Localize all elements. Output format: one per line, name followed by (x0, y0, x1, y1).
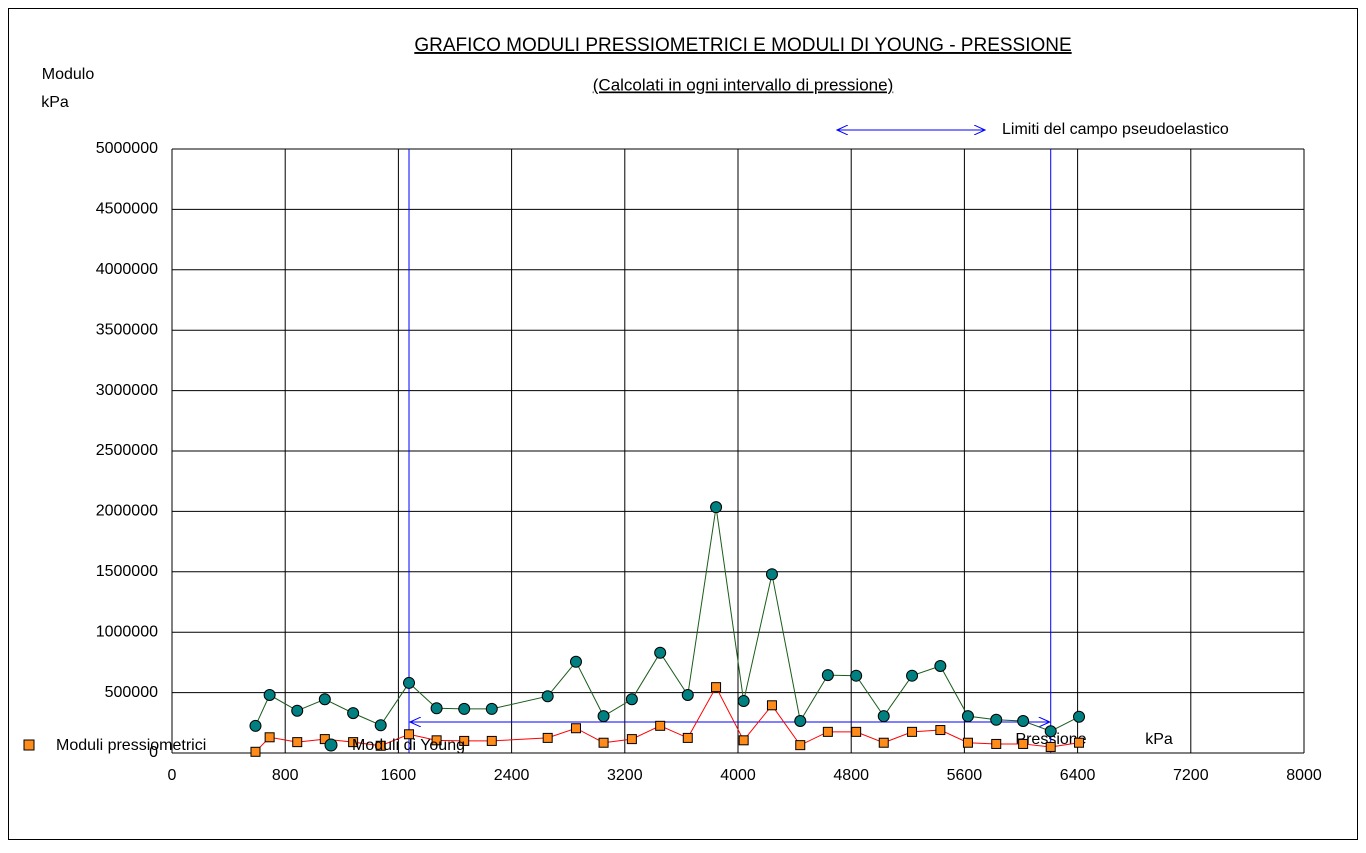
data-point (570, 723, 581, 734)
data-point (625, 693, 638, 706)
data-point (682, 732, 693, 743)
data-point (654, 646, 667, 659)
data-point (541, 690, 554, 703)
data-point (1017, 714, 1030, 727)
data-point (431, 735, 442, 746)
data-point (961, 710, 974, 723)
chart-title: GRAFICO MODULI PRESSIOMETRICI E MODULI D… (414, 35, 1071, 56)
data-point (1018, 738, 1029, 749)
limit-label: Limiti del campo pseudoelastico (1002, 121, 1229, 138)
x-tick-label: 6400 (1060, 767, 1096, 784)
data-point (737, 695, 750, 708)
data-point (822, 726, 833, 737)
data-point (263, 689, 276, 702)
y-tick-label: 1500000 (96, 563, 158, 580)
data-point (962, 737, 973, 748)
data-point (291, 704, 304, 717)
data-point (375, 740, 386, 751)
y-tick-label: 0 (149, 744, 158, 761)
data-point (877, 710, 890, 723)
data-point (710, 501, 723, 514)
data-point (626, 734, 637, 745)
y-tick-label: 5000000 (96, 140, 158, 157)
data-point (347, 707, 360, 720)
data-point (264, 732, 275, 743)
data-point (990, 713, 1003, 726)
data-point (991, 738, 1002, 749)
x-tick-label: 2400 (494, 767, 530, 784)
data-point (738, 735, 749, 746)
data-point (292, 737, 303, 748)
data-point (934, 660, 947, 673)
data-point (374, 719, 387, 732)
data-point (458, 702, 471, 715)
data-point (821, 669, 834, 682)
data-point (430, 702, 443, 715)
data-point (681, 689, 694, 702)
x-axis-unit: kPa (1145, 731, 1173, 748)
data-point (766, 700, 777, 711)
x-tick-label: 3200 (607, 767, 643, 784)
data-point (459, 735, 470, 746)
legend-marker (324, 738, 338, 752)
data-point (598, 737, 609, 748)
y-tick-label: 4500000 (96, 201, 158, 218)
data-point (850, 669, 863, 682)
x-tick-label: 800 (272, 767, 299, 784)
data-point (878, 737, 889, 748)
data-point (795, 740, 806, 751)
y-axis-unit: kPa (41, 94, 69, 111)
legend-marker (23, 739, 35, 751)
x-tick-label: 4800 (833, 767, 869, 784)
y-tick-label: 2000000 (96, 503, 158, 520)
y-tick-label: 500000 (105, 684, 158, 701)
y-tick-label: 3500000 (96, 321, 158, 338)
data-point (318, 693, 331, 706)
data-point (249, 719, 262, 732)
x-tick-label: 5600 (947, 767, 983, 784)
chart-subtitle: (Calcolati in ogni intervallo di pressio… (593, 75, 893, 94)
y-tick-label: 4000000 (96, 261, 158, 278)
data-point (485, 702, 498, 715)
data-point (1073, 710, 1086, 723)
data-point (1044, 725, 1057, 738)
data-point (765, 568, 778, 581)
x-tick-label: 4000 (720, 767, 756, 784)
data-point (711, 682, 722, 693)
data-point (569, 655, 582, 668)
data-point (404, 729, 415, 740)
x-tick-label: 7200 (1173, 767, 1209, 784)
data-point (906, 669, 919, 682)
y-tick-label: 3000000 (96, 382, 158, 399)
data-point (403, 676, 416, 689)
data-point (486, 735, 497, 746)
data-point (851, 726, 862, 737)
data-point (794, 714, 807, 727)
data-point (597, 710, 610, 723)
y-tick-label: 1000000 (96, 623, 158, 640)
data-point (250, 746, 261, 757)
data-point (542, 732, 553, 743)
x-tick-label: 8000 (1286, 767, 1322, 784)
data-point (907, 726, 918, 737)
x-tick-label: 0 (168, 767, 177, 784)
data-point (935, 725, 946, 736)
chart-frame (8, 8, 1358, 840)
y-tick-label: 2500000 (96, 442, 158, 459)
y-axis-label: Modulo (42, 66, 95, 83)
data-point (348, 737, 359, 748)
data-point (1045, 741, 1056, 752)
legend-label: Moduli pressiometrici (56, 737, 206, 754)
data-point (655, 720, 666, 731)
x-tick-label: 1600 (381, 767, 417, 784)
data-point (1074, 737, 1085, 748)
legend-label: Moduli di Young (352, 737, 465, 754)
